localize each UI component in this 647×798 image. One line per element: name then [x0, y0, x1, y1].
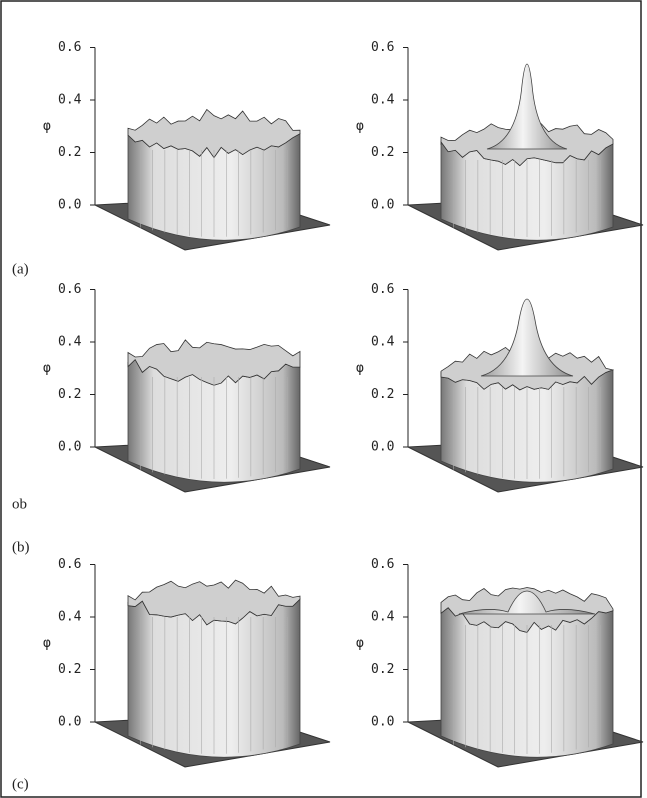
y-axis-label: φ	[356, 361, 364, 376]
y-axis-label: φ	[43, 361, 51, 376]
y-tick-label: 0.6	[371, 557, 394, 572]
panel-label: (a)	[12, 261, 29, 277]
y-tick-label: 0.4	[58, 335, 82, 350]
y-tick-label: 0.6	[371, 40, 394, 55]
y-tick-label: 0.2	[371, 387, 394, 402]
y-tick-label: 0.4	[371, 610, 395, 625]
panel-label: (c)	[12, 776, 29, 792]
y-tick-label: 0.0	[371, 440, 394, 455]
y-tick-label: 0.0	[371, 715, 394, 730]
y-tick-label: 0.6	[58, 557, 81, 572]
y-tick-label: 0.2	[58, 145, 81, 160]
y-axis-label: φ	[43, 636, 51, 651]
y-axis-label: φ	[43, 119, 51, 134]
y-tick-label: 0.0	[58, 198, 81, 213]
y-tick-label: 0.0	[58, 440, 81, 455]
y-tick-label: 0.0	[58, 715, 81, 730]
y-tick-label: 0.4	[58, 93, 82, 108]
y-tick-label: 0.2	[371, 662, 394, 677]
y-tick-label: 0.4	[371, 93, 395, 108]
y-tick-label: 0.6	[58, 40, 81, 55]
y-axis-label: φ	[356, 636, 364, 651]
y-tick-label: 0.6	[371, 282, 394, 297]
figure: ob (a) 0.0 0.2 0.4 0.6 φ 0.0 0.2 0.4 0.6 φ (b) 0.0 0.…	[0, 0, 647, 798]
y-tick-label: 0.6	[58, 282, 81, 297]
y-axis-label: φ	[356, 119, 364, 134]
y-tick-label: 0.2	[371, 145, 394, 160]
y-tick-label: 0.0	[371, 198, 394, 213]
y-tick-label: 0.4	[371, 335, 395, 350]
y-tick-label: 0.4	[58, 610, 82, 625]
y-tick-label: 0.2	[58, 387, 81, 402]
note: ob	[12, 496, 27, 512]
panel-label: (b)	[12, 539, 30, 555]
y-tick-label: 0.2	[58, 662, 81, 677]
